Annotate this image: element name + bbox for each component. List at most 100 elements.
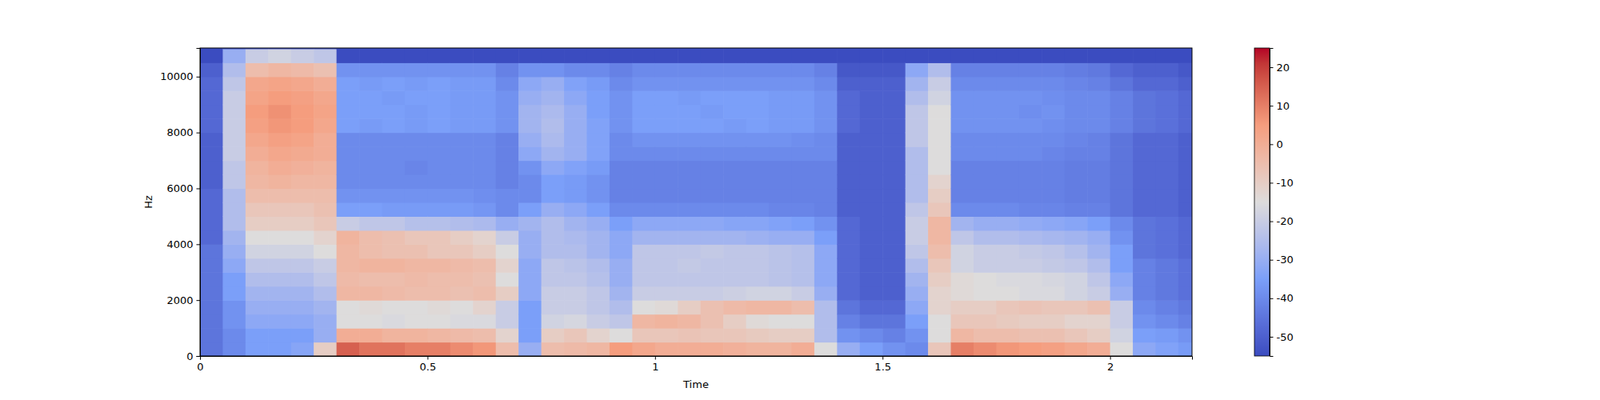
cell: [564, 300, 588, 315]
cell: [768, 272, 792, 287]
cell: [222, 90, 246, 105]
cell: [1041, 174, 1065, 189]
cell: [860, 286, 884, 301]
cell: [1155, 90, 1179, 105]
cell: [951, 160, 975, 176]
cell: [1155, 342, 1179, 356]
cell: [677, 160, 701, 176]
cell: [382, 104, 406, 120]
cell: [814, 202, 838, 217]
cell: [222, 48, 246, 64]
cell: [791, 244, 815, 259]
cell: [1110, 132, 1134, 148]
cell: [836, 216, 860, 231]
cell: [541, 244, 565, 259]
tick: 0: [1269, 138, 1284, 151]
cell: [700, 104, 724, 120]
cell: [1110, 258, 1134, 273]
cell: [768, 90, 792, 105]
cell: [1064, 258, 1088, 273]
cell: [359, 202, 383, 217]
cell: [860, 76, 884, 92]
y-axis-title: Hz: [142, 195, 155, 209]
cell: [336, 314, 360, 329]
cell: [496, 104, 520, 120]
cell: [1041, 244, 1065, 259]
cell: [1132, 230, 1156, 245]
cell: [359, 160, 383, 176]
cell: [632, 76, 656, 92]
cell: [586, 216, 610, 231]
cell: [245, 258, 269, 273]
cell: [336, 342, 360, 356]
cell: [791, 146, 815, 161]
cell: [245, 118, 269, 133]
tick-mark: [196, 300, 201, 301]
cell: [564, 286, 588, 301]
cell: [1087, 314, 1111, 329]
cell: [1019, 202, 1043, 217]
cell: [677, 286, 701, 301]
cell: [723, 76, 747, 92]
cell: [291, 62, 315, 77]
tick-mark: [1269, 144, 1274, 145]
cell: [359, 272, 383, 287]
cell: [1019, 258, 1043, 273]
cell: [518, 328, 542, 343]
tick: 1: [652, 356, 659, 373]
cell: [359, 146, 383, 161]
cell: [882, 216, 906, 231]
cell: [723, 272, 747, 287]
cell: [1110, 160, 1134, 176]
cell: [951, 146, 975, 161]
cell: [632, 90, 656, 105]
cell: [768, 104, 792, 120]
cell: [222, 244, 246, 259]
cell: [996, 202, 1020, 217]
cell: [746, 90, 770, 105]
cell: [382, 272, 406, 287]
cell: [700, 118, 724, 133]
cell: [541, 216, 565, 231]
tick: 0: [186, 350, 200, 363]
cell: [1041, 216, 1065, 231]
cell: [472, 216, 496, 231]
cell: [1110, 118, 1134, 133]
cell: [382, 160, 406, 176]
cell: [564, 258, 588, 273]
cells: [200, 48, 1192, 356]
cell: [1041, 230, 1065, 245]
cell: [973, 244, 997, 259]
cell: [814, 76, 838, 92]
cell: [746, 48, 770, 64]
cell: [928, 160, 952, 176]
cell: [723, 230, 747, 245]
cell: [768, 160, 792, 176]
cell: [836, 328, 860, 343]
cell: [905, 272, 929, 287]
cell: [1155, 286, 1179, 301]
cell: [200, 202, 224, 217]
cell: [791, 188, 815, 203]
cell: [1019, 174, 1043, 189]
cell: [336, 216, 360, 231]
cell: [1110, 300, 1134, 315]
cell: [586, 104, 610, 120]
cell: [655, 174, 679, 189]
cell: [427, 48, 451, 64]
tick-label: 0: [1276, 138, 1284, 151]
cell: [222, 174, 246, 189]
cell: [245, 286, 269, 301]
cell: [677, 132, 701, 148]
cell: [814, 132, 838, 148]
cell: [723, 328, 747, 343]
cell: [746, 118, 770, 133]
cell: [632, 328, 656, 343]
cell: [632, 174, 656, 189]
cell: [632, 258, 656, 273]
cell: [1132, 118, 1156, 133]
tick-label: 1.5: [874, 360, 892, 373]
cell: [496, 286, 520, 301]
cell: [632, 342, 656, 356]
tick: -50: [1269, 331, 1294, 344]
